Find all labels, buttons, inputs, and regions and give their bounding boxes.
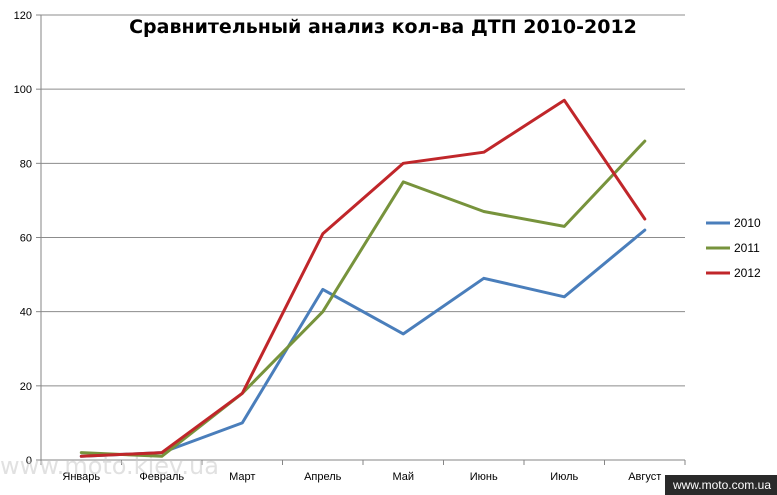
x-tick-label: Июнь <box>470 471 498 483</box>
x-tick-label: Август <box>628 471 661 483</box>
footer-site-label: www.moto.com.ua <box>664 475 777 495</box>
x-tick-label: Май <box>392 471 414 483</box>
legend: 2010 2011 2012 <box>706 216 761 280</box>
y-tick-label: 100 <box>14 84 32 96</box>
y-tick-label: 20 <box>20 381 32 393</box>
series-line-2012 <box>79 98 647 458</box>
series-line-2011 <box>79 139 647 458</box>
series-line-2010 <box>79 228 647 458</box>
chart-title: Сравнительный анализ кол-ва ДТП 2010-201… <box>129 16 637 38</box>
y-tick-label: 40 <box>20 307 32 319</box>
x-tick-label: Март <box>229 471 255 483</box>
x-tick-label: Февраль <box>139 471 184 483</box>
y-tick-label: 80 <box>20 158 32 170</box>
y-tick-label: 120 <box>14 10 32 22</box>
y-axis-ticks: 0 20 40 60 80 100 120 <box>14 10 32 467</box>
legend-label: 2010 <box>734 216 761 230</box>
y-tick-label: 0 <box>26 455 32 467</box>
x-tick-label: Апрель <box>304 471 342 483</box>
y-tick-label: 60 <box>20 233 32 245</box>
x-tick-label: Январь <box>62 471 100 483</box>
series-lines <box>79 98 647 458</box>
legend-label: 2011 <box>734 241 760 255</box>
gridlines <box>36 14 685 461</box>
x-tick-label: Июль <box>550 471 578 483</box>
watermark: www.moto.kiev.ua <box>0 452 219 480</box>
x-axis-ticks: Январь Февраль Март Апрель Май Июнь Июль Август <box>40 460 686 483</box>
legend-label: 2012 <box>734 266 761 280</box>
